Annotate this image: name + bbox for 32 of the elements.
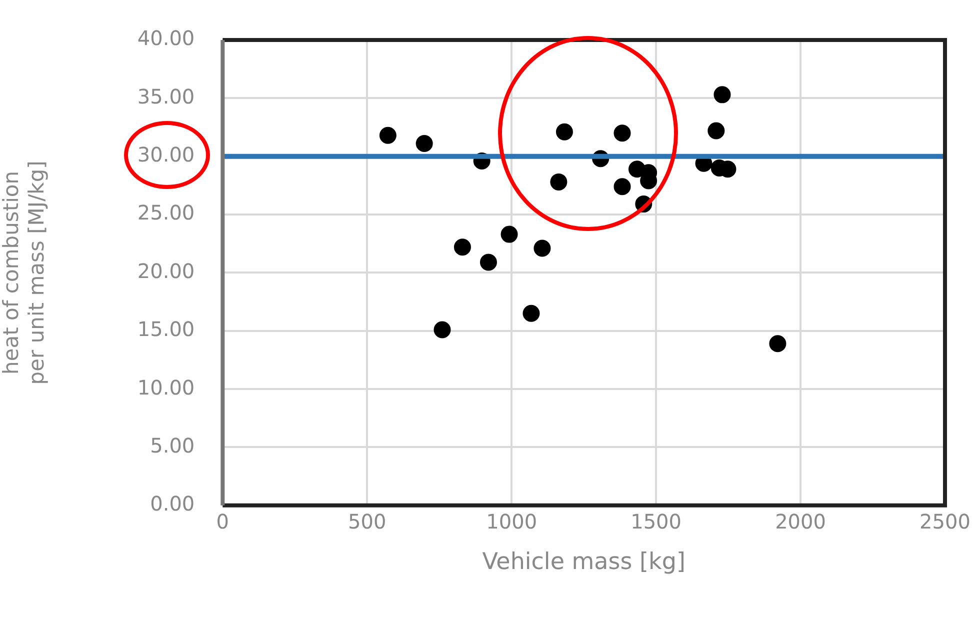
point	[434, 321, 451, 338]
point	[500, 226, 518, 243]
y-tick-label: 10.00	[137, 375, 195, 400]
y-tick-label: 35.00	[137, 84, 195, 108]
y-tick-label: 20.00	[137, 258, 195, 283]
x-tick-label: 500	[348, 510, 386, 534]
y-tick-label: 25.00	[137, 200, 195, 225]
x-tick-label: 2500	[920, 510, 970, 534]
x-tick-label: 1000	[486, 510, 538, 534]
y-axis-title: heat of combustion per unit mass [MJ/kg]	[0, 160, 48, 385]
y-tick-label: 15.00	[137, 317, 195, 342]
point	[480, 254, 497, 271]
y-tick-label: 5.00	[150, 433, 195, 458]
point	[534, 240, 551, 257]
point	[714, 86, 731, 104]
x-tick-label: 0	[216, 510, 230, 534]
point	[379, 126, 396, 144]
y-tick-label: 0.00	[150, 492, 195, 516]
y-tick-label: 30.00	[137, 142, 195, 167]
x-tick-label: 1500	[630, 510, 682, 534]
point	[416, 135, 433, 152]
point	[614, 124, 631, 142]
point	[769, 335, 786, 352]
y-tick-label: 40.00	[137, 26, 195, 50]
x-axis-title: Vehicle mass [kg]	[482, 549, 686, 576]
point	[522, 304, 540, 322]
point	[614, 178, 631, 196]
point	[708, 122, 725, 140]
point	[556, 123, 573, 140]
x-tick-label: 2000	[775, 510, 826, 534]
point	[454, 238, 471, 256]
point	[550, 173, 568, 190]
